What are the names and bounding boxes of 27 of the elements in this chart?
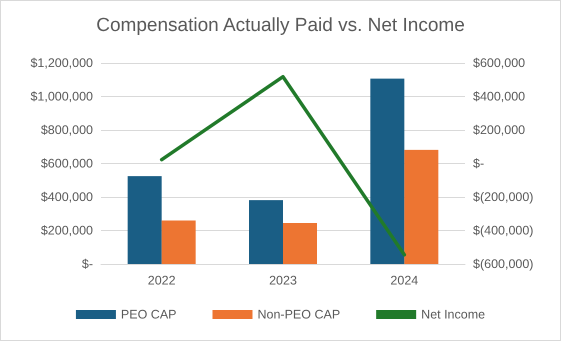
y-tick-label: $400,000: [40, 190, 94, 204]
y2-tick-label: $400,000: [473, 90, 526, 104]
x-tick-label: 2023: [269, 274, 297, 288]
y2-tick-label: $(600,000): [473, 257, 534, 271]
y2-tick-label: $-: [473, 156, 484, 170]
bar: [404, 150, 438, 264]
x-tick-label: 2024: [390, 274, 418, 288]
y-tick-label: $600,000: [40, 156, 94, 170]
bar: [249, 200, 283, 264]
y-tick-label: $1,000,000: [30, 90, 94, 104]
bar: [162, 220, 196, 264]
y-tick-label: $1,200,000: [30, 56, 94, 70]
y2-tick-label: $200,000: [473, 123, 526, 137]
bar: [370, 78, 404, 264]
legend-label: Net Income: [421, 308, 486, 322]
chart-title: Compensation Actually Paid vs. Net Income: [96, 15, 465, 36]
legend-label: Non-PEO CAP: [257, 308, 340, 322]
y-tick-label: $-: [82, 257, 93, 271]
y2-tick-label: $600,000: [473, 56, 526, 70]
y-tick-label: $800,000: [40, 123, 94, 137]
y-tick-label: $200,000: [40, 224, 94, 238]
legend-label: PEO CAP: [120, 308, 176, 322]
y2-tick-label: $(200,000): [473, 190, 534, 204]
bar: [283, 222, 317, 264]
x-tick-label: 2022: [148, 274, 176, 288]
y2-tick-label: $(400,000): [473, 224, 534, 238]
bar: [128, 176, 162, 264]
